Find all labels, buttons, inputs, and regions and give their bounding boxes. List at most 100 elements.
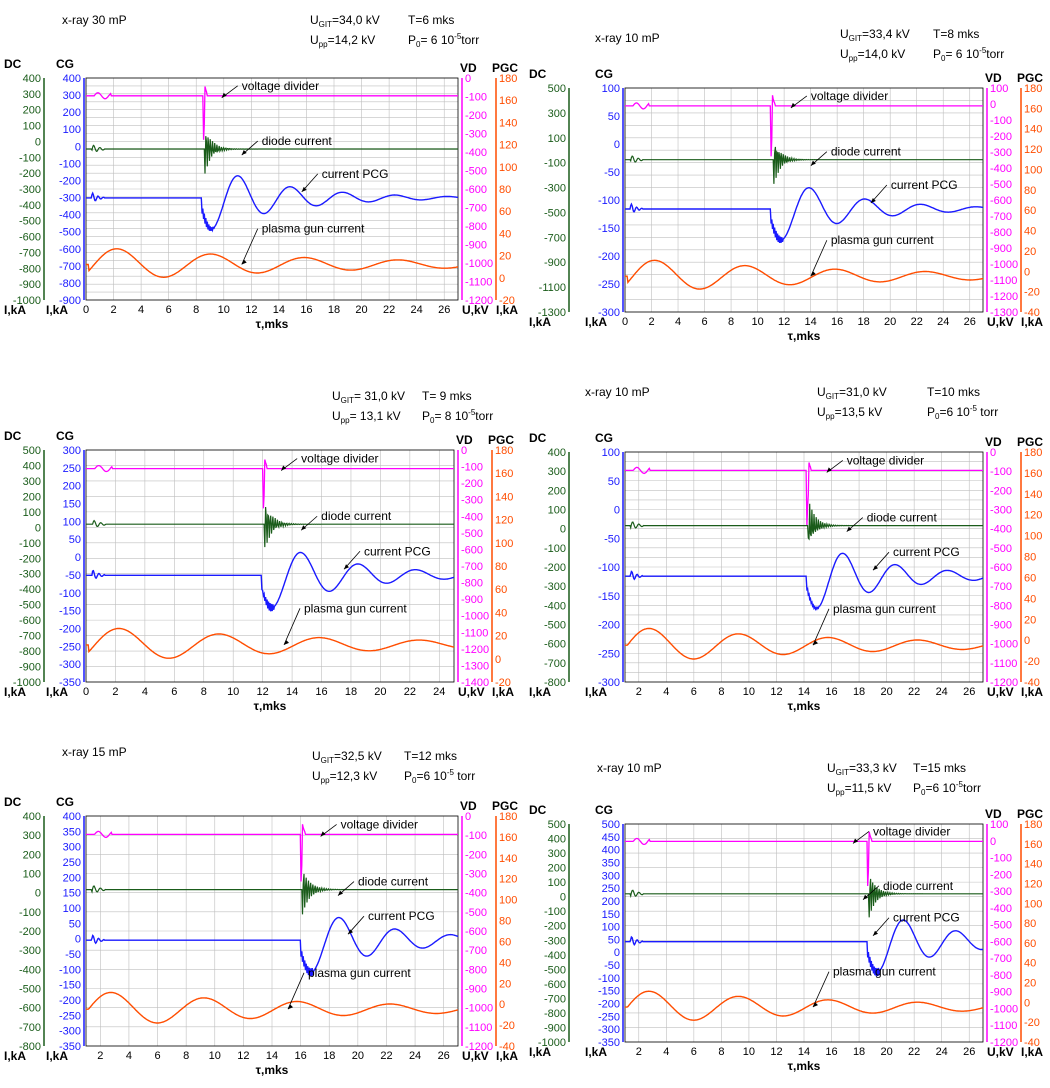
pgc-tick-label: 40 [495,607,507,619]
vd-tick-label: -800 [990,227,1012,239]
x-tick-label: 4 [142,686,148,698]
cg-tick-label: -200 [59,175,81,187]
x-tick-label: 6 [171,686,177,698]
x-tick-label: 16 [831,316,843,328]
cg-tick-label: 150 [63,499,81,511]
pgc-tick-label: -20 [495,677,511,689]
x-tick-label: 10 [751,316,763,328]
dc-tick-label: -700 [544,232,566,244]
vd-tick-label: -700 [990,581,1012,593]
vd-tick-label: -1000 [990,259,1018,271]
dc-axis-title: DC [529,431,547,445]
pgc-tick-label: 20 [495,631,507,643]
dc-axis-title: DC [4,57,22,71]
cg-tick-label: 100 [63,903,81,915]
upp-label: Upp=11,5 kV [827,781,891,797]
x-tick-label: 12 [257,686,269,698]
dc-tick-label: -100 [19,907,41,919]
pgc-tick-label: 180 [1024,819,1042,831]
vd-tick-label: -100 [990,853,1012,865]
vd-tick-label: -400 [465,888,487,900]
voltage-divider-label: voltage divider [242,79,319,93]
cg-tick-label: -350 [59,677,81,689]
chart-panel-4: x-ray 10 mP UGIT=31,0 kV Upp=13,5 kV T=10 m… [529,385,1043,713]
dc-tick-label: -900 [19,662,41,674]
ugit-label: UGIT= 31,0 kV [332,389,405,405]
cg-tick-label: -250 [598,648,620,660]
cg-tick-label: 300 [63,842,81,854]
cg-axis-title: CG [56,429,74,443]
x-axis-title: τ,mks [256,1063,289,1077]
cg-tick-label: -500 [59,227,81,239]
dc-unit-label: I,kA [4,303,26,317]
plasma-gun-current-arrowhead [813,1002,818,1008]
vd-tick-label: -800 [465,964,487,976]
pressure-label: P0= 8 10-5torr [422,408,493,425]
pgc-tick-label: 80 [1024,185,1036,197]
cg-tick-label: 100 [63,516,81,528]
vd-unit-label: U,kV [462,1049,489,1063]
dc-axis-title: DC [529,67,547,81]
vd-tick-label: -300 [461,495,483,507]
x-tick-label: 22 [383,304,395,316]
pressure-label: P0=6 10-5 torr [927,404,998,421]
cg-tick-label: 400 [63,73,81,85]
plasma-gun-current-trace [625,259,984,290]
plasma-gun-current-label: plasma gun current [833,602,936,616]
vd-tick-label: -600 [461,544,483,556]
pgc-tick-label: 160 [1024,468,1042,480]
pgc-tick-label: 160 [499,832,517,844]
cg-tick-label: -300 [598,307,620,319]
plasma-gun-current-trace [86,991,459,1024]
pgc-tick-label: -40 [499,1041,515,1053]
current-pcg-label: current PCG [893,911,960,925]
cg-tick-label: 250 [602,883,620,895]
cg-tick-label: 50 [69,918,81,930]
pgc-axis-title: PGC [492,61,518,75]
x-tick-label: 12 [245,304,257,316]
vd-tick-label: -400 [990,163,1012,175]
plasma-gun-current-leader [283,608,301,646]
pgc-axis-title: PGC [492,799,518,813]
diode-current-label: diode current [831,145,902,159]
dc-tick-label: 200 [23,849,41,861]
x-tick-label: 6 [166,304,172,316]
upp-label: Upp=14,0 kV [840,47,905,63]
vd-tick-label: -200 [465,110,487,122]
cg-tick-label: 0 [614,505,620,517]
x-tick-label: 6 [691,1046,697,1058]
pgc-tick-label: 140 [1024,859,1042,871]
chart-panel-1: x-ray 30 mP UGIT=34,0 kV Upp=14,2 kV T=6 mk… [4,13,518,331]
plasma-gun-current-arrowhead [810,271,816,277]
x-tick-label: 24 [937,316,949,328]
cg-axis-title: CG [595,803,613,817]
pgc-tick-label: 180 [499,811,517,823]
cg-tick-label: -400 [59,210,81,222]
diode-current-trace [86,873,458,915]
dc-tick-label: -300 [19,569,41,581]
voltage-divider-trace [86,86,458,140]
dc-tick-label: 100 [23,869,41,881]
cg-tick-label: -200 [598,999,620,1011]
cg-tick-label: 500 [602,819,620,831]
dc-tick-label: -800 [19,263,41,275]
dc-tick-label: -300 [544,183,566,195]
x-tick-label: 8 [728,316,734,328]
vd-tick-label: -700 [465,203,487,215]
pgc-tick-label: 40 [1024,958,1036,970]
pgc-tick-label: 140 [495,491,513,503]
cg-tick-label: 0 [75,934,81,946]
current-pcg-trace [86,175,459,233]
x-tick-label: 14 [273,304,285,316]
vd-tick-label: -100 [465,830,487,842]
ugit-label: UGIT=32,5 kV [312,749,382,765]
cg-unit-label: I,kA [46,685,68,699]
pgc-tick-label: 40 [1024,226,1036,238]
dc-tick-label: -1300 [538,307,566,319]
vd-unit-label: U,kV [458,685,485,699]
x-tick-label: 18 [323,1050,335,1062]
dc-unit-label: I,kA [529,315,551,329]
plasma-gun-current-label: plasma gun current [308,966,411,980]
pgc-tick-label: 140 [499,117,517,129]
